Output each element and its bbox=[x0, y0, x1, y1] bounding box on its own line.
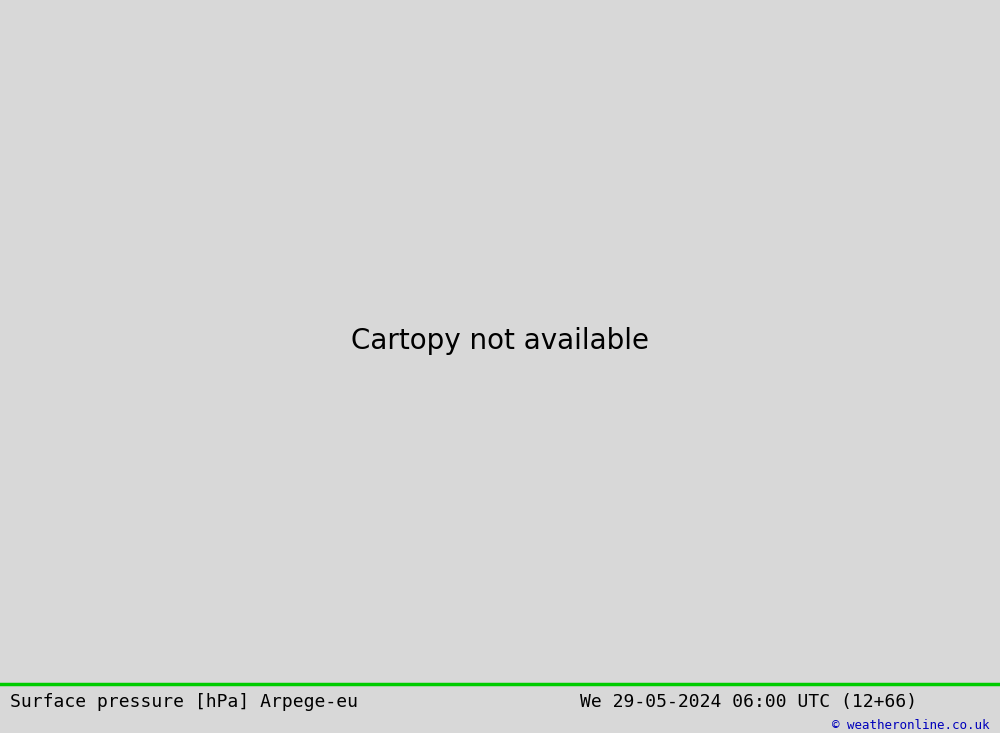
Text: We 29-05-2024 06:00 UTC (12+66): We 29-05-2024 06:00 UTC (12+66) bbox=[580, 693, 917, 711]
Text: Cartopy not available: Cartopy not available bbox=[351, 327, 649, 355]
Text: © weatheronline.co.uk: © weatheronline.co.uk bbox=[832, 719, 990, 732]
Text: Surface pressure [hPa] Arpege-eu: Surface pressure [hPa] Arpege-eu bbox=[10, 693, 358, 711]
